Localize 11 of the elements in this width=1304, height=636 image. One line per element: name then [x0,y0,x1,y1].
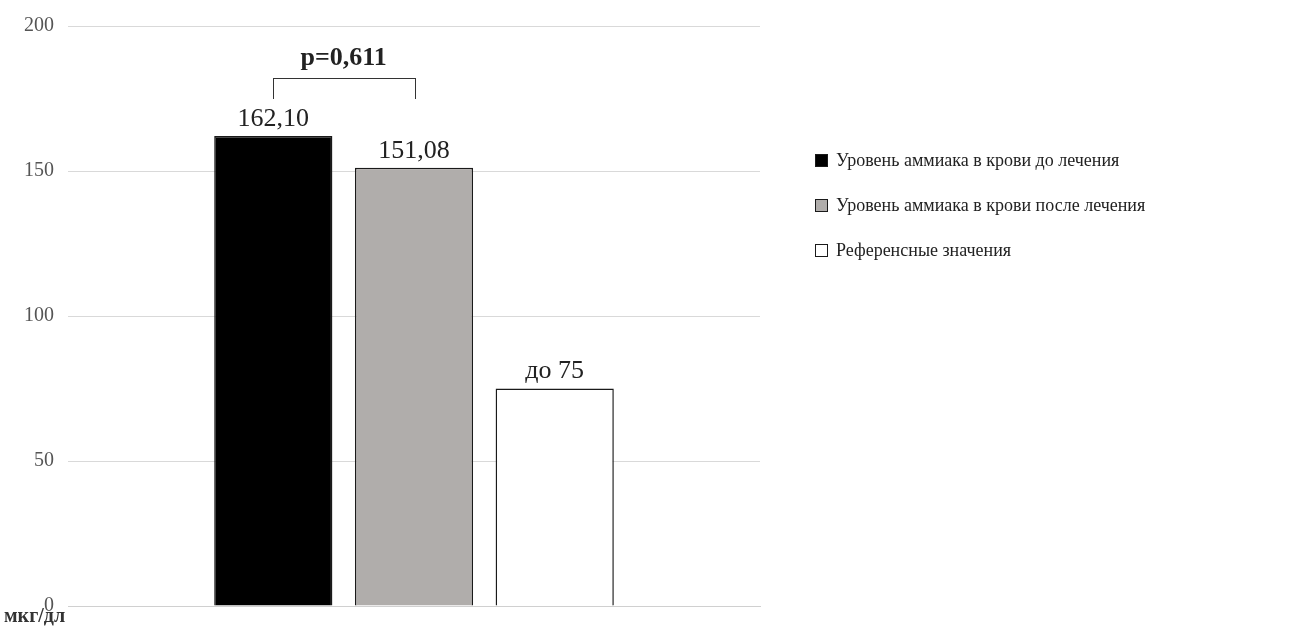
y-tick-label: 150 [24,158,54,181]
text: Референсные значения [836,240,1012,261]
y-tick-label: 50 [34,448,54,471]
data-label: 151,08 [378,134,450,164]
legend-label: Уровень аммиака в крови до лечения [836,150,1120,171]
legend-label: Уровень аммиака в крови после лечения [836,195,1146,216]
y-tick-label: 200 [24,13,54,36]
y-tick-label: 100 [24,303,54,326]
data-label: до 75 [525,355,585,385]
annotation: p=0,611 [300,41,387,72]
data-label: 162,10 [237,102,310,132]
